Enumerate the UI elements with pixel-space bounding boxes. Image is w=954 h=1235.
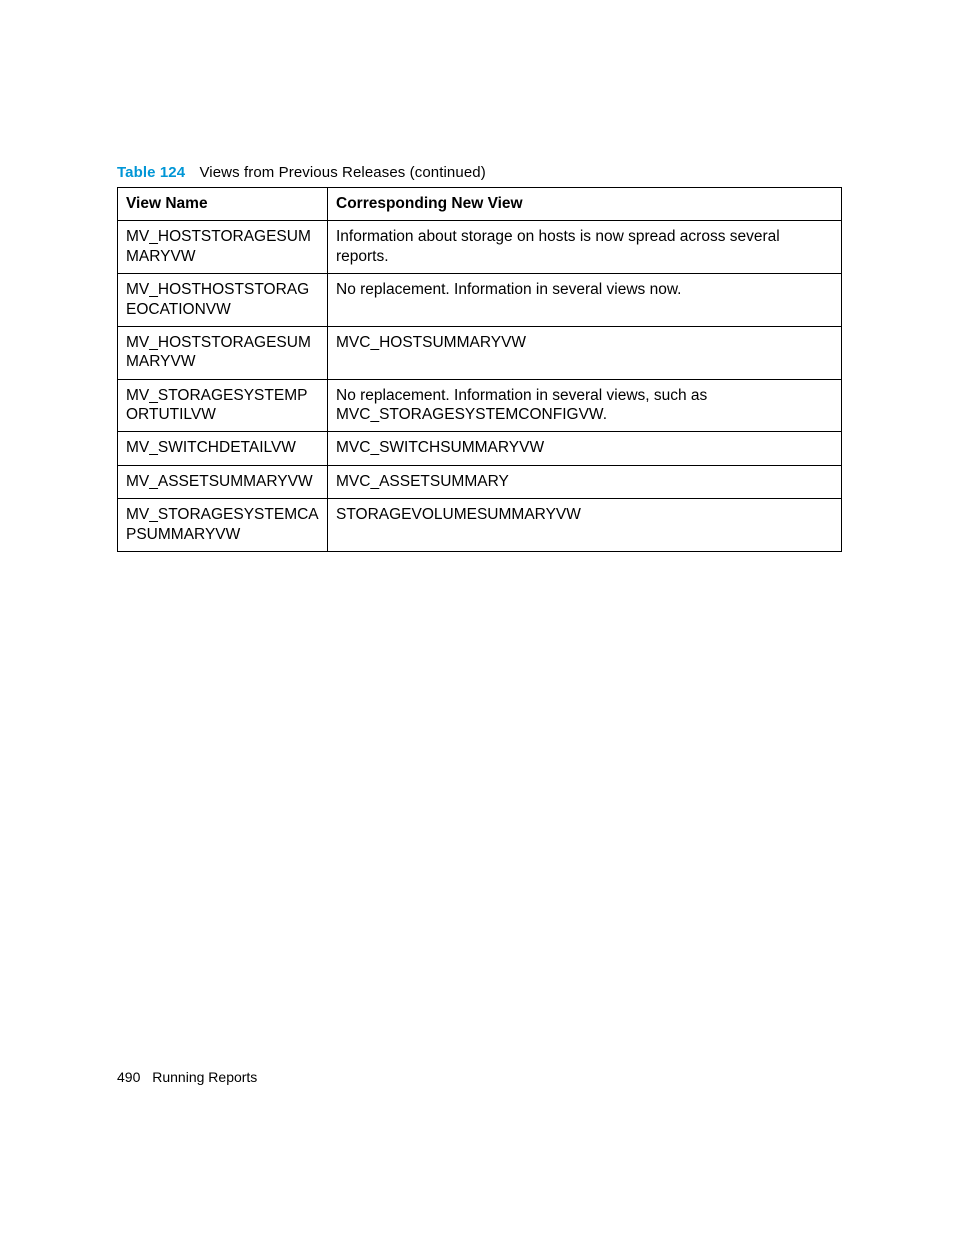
- page-footer: 490 Running Reports: [117, 1069, 257, 1085]
- cell-new-view: No replacement. Information in several v…: [328, 274, 842, 327]
- cell-view-name: MV_HOSTHOSTSTORAGEOCATIONVW: [118, 274, 328, 327]
- table-row: MV_HOSTSTORAGESUMMARYVW MVC_HOSTSUMMARYV…: [118, 326, 842, 379]
- section-title: Running Reports: [152, 1069, 257, 1085]
- table-row: MV_ASSETSUMMARYVW MVC_ASSETSUMMARY: [118, 465, 842, 498]
- table-row: MV_SWITCHDETAILVW MVC_SWITCHSUMMARYVW: [118, 432, 842, 465]
- cell-view-name: MV_STORAGESYSTEMCAPSUMMARYVW: [118, 499, 328, 552]
- table-label: Table 124: [117, 164, 185, 181]
- cell-new-view: Information about storage on hosts is no…: [328, 221, 842, 274]
- cell-new-view: STORAGEVOLUMESUMMARYVW: [328, 499, 842, 552]
- table-title: Views from Previous Releases (continued): [199, 164, 485, 181]
- cell-view-name: MV_ASSETSUMMARYVW: [118, 465, 328, 498]
- col-header-view-name: View Name: [118, 188, 328, 221]
- table-row: MV_HOSTSTORAGESUMMARYVW Information abou…: [118, 221, 842, 274]
- page-number: 490: [117, 1069, 140, 1085]
- table-row: MV_HOSTHOSTSTORAGEOCATIONVW No replaceme…: [118, 274, 842, 327]
- table-row: MV_STORAGESYSTEMCAPSUMMARYVW STORAGEVOLU…: [118, 499, 842, 552]
- views-table: View Name Corresponding New View MV_HOST…: [117, 187, 842, 552]
- cell-new-view: No replacement. Information in several v…: [328, 379, 842, 432]
- cell-view-name: MV_STORAGESYSTEMPORTUTILVW: [118, 379, 328, 432]
- table-header-row: View Name Corresponding New View: [118, 188, 842, 221]
- document-page: Table 124 Views from Previous Releases (…: [0, 0, 954, 1235]
- col-header-new-view: Corresponding New View: [328, 188, 842, 221]
- cell-new-view: MVC_SWITCHSUMMARYVW: [328, 432, 842, 465]
- table-caption: Table 124 Views from Previous Releases (…: [117, 164, 837, 181]
- cell-new-view: MVC_ASSETSUMMARY: [328, 465, 842, 498]
- table-row: MV_STORAGESYSTEMPORTUTILVW No replacemen…: [118, 379, 842, 432]
- cell-view-name: MV_SWITCHDETAILVW: [118, 432, 328, 465]
- cell-new-view: MVC_HOSTSUMMARYVW: [328, 326, 842, 379]
- cell-view-name: MV_HOSTSTORAGESUMMARYVW: [118, 326, 328, 379]
- cell-view-name: MV_HOSTSTORAGESUMMARYVW: [118, 221, 328, 274]
